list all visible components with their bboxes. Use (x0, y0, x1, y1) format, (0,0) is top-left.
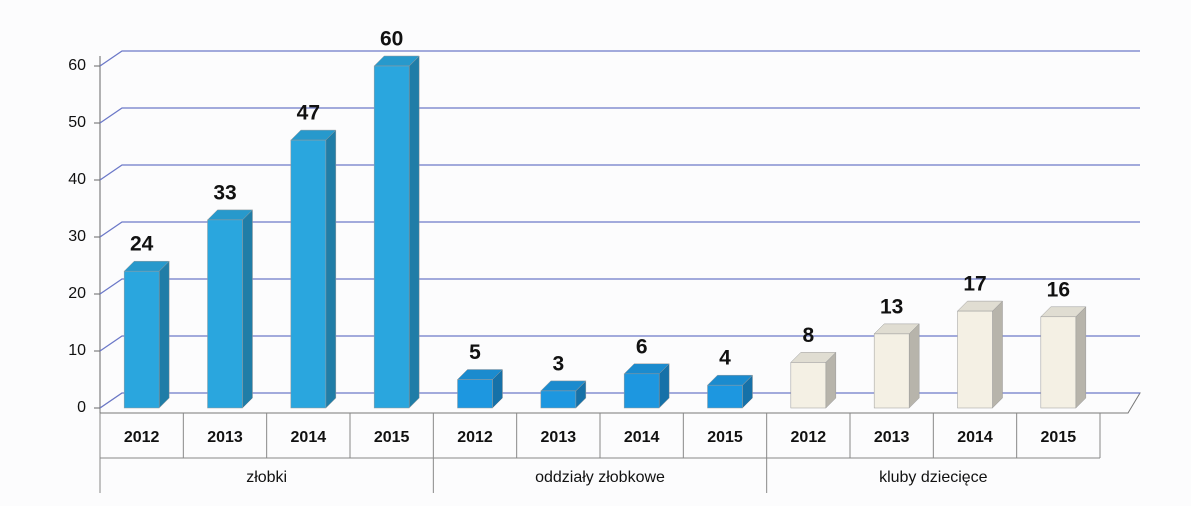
x-tick-label: 2015 (1041, 429, 1077, 446)
bar-side (325, 129, 337, 409)
value-label: 24 (130, 233, 154, 256)
bar (790, 351, 837, 409)
bar-side (992, 300, 1003, 409)
group-label: złobki (246, 469, 287, 486)
value-label: 60 (380, 28, 403, 51)
bar-side (242, 209, 253, 409)
group-label: oddziały złobkowe (535, 469, 665, 486)
x-tick-label: 2014 (957, 429, 993, 446)
group-label: kluby dziecięce (879, 469, 988, 486)
bar-front (290, 139, 327, 409)
bar (290, 129, 337, 409)
bar-front (373, 65, 410, 409)
x-tick-label: 2012 (457, 429, 493, 446)
bar (206, 209, 254, 409)
bar (456, 368, 504, 409)
x-tick-label: 2012 (791, 429, 827, 446)
grid-line (99, 335, 1140, 352)
bar (873, 323, 920, 409)
bar (706, 374, 754, 409)
y-tick-label: 0 (77, 399, 86, 416)
value-label: 6 (636, 335, 648, 358)
y-tick-label: 10 (68, 342, 86, 359)
value-label: 4 (719, 347, 731, 370)
x-tick-label: 2015 (707, 429, 743, 446)
bar-side (158, 260, 170, 409)
grid-line (99, 221, 1140, 238)
value-label: 8 (802, 324, 814, 347)
bar-front (540, 390, 577, 409)
bar-side (1075, 306, 1087, 409)
bar (623, 363, 670, 409)
value-label: 17 (963, 273, 986, 296)
x-tick-label: 2013 (541, 429, 577, 446)
y-tick-label: 40 (68, 171, 86, 188)
grid-line (99, 164, 1140, 181)
bar (373, 55, 420, 409)
value-label: 47 (297, 102, 320, 125)
grid-line (99, 278, 1140, 295)
bar-front (707, 384, 743, 409)
y-tick-label: 20 (68, 285, 86, 302)
bar (540, 380, 587, 409)
bar-front (790, 362, 827, 409)
x-tick-label: 2015 (374, 429, 410, 446)
bar-front (873, 333, 910, 409)
y-tick-label: 30 (68, 228, 86, 245)
x-tick-label: 2013 (874, 429, 910, 446)
bar-side (908, 323, 920, 409)
value-label: 13 (880, 295, 903, 318)
bar-front (957, 310, 993, 409)
grid-line (99, 50, 1140, 67)
x-tick-label: 2013 (207, 429, 243, 446)
bar (1040, 306, 1087, 409)
x-tick-label: 2012 (124, 429, 160, 446)
bar (123, 260, 170, 409)
bar-side (408, 55, 420, 409)
x-tick-label: 2014 (291, 429, 327, 446)
y-tick-label: 60 (68, 57, 86, 74)
grid-line (99, 107, 1140, 124)
bar-front (123, 270, 160, 409)
value-label: 33 (213, 181, 236, 204)
value-label: 16 (1047, 278, 1070, 301)
bar-front (1040, 316, 1077, 409)
bar-front (623, 373, 660, 409)
bar-front (207, 219, 243, 409)
y-tick-label: 50 (68, 114, 86, 131)
value-label: 3 (552, 352, 564, 375)
x-tick-label: 2014 (624, 429, 660, 446)
bar-front (457, 379, 493, 409)
bar (956, 300, 1004, 409)
value-label: 5 (469, 341, 481, 364)
